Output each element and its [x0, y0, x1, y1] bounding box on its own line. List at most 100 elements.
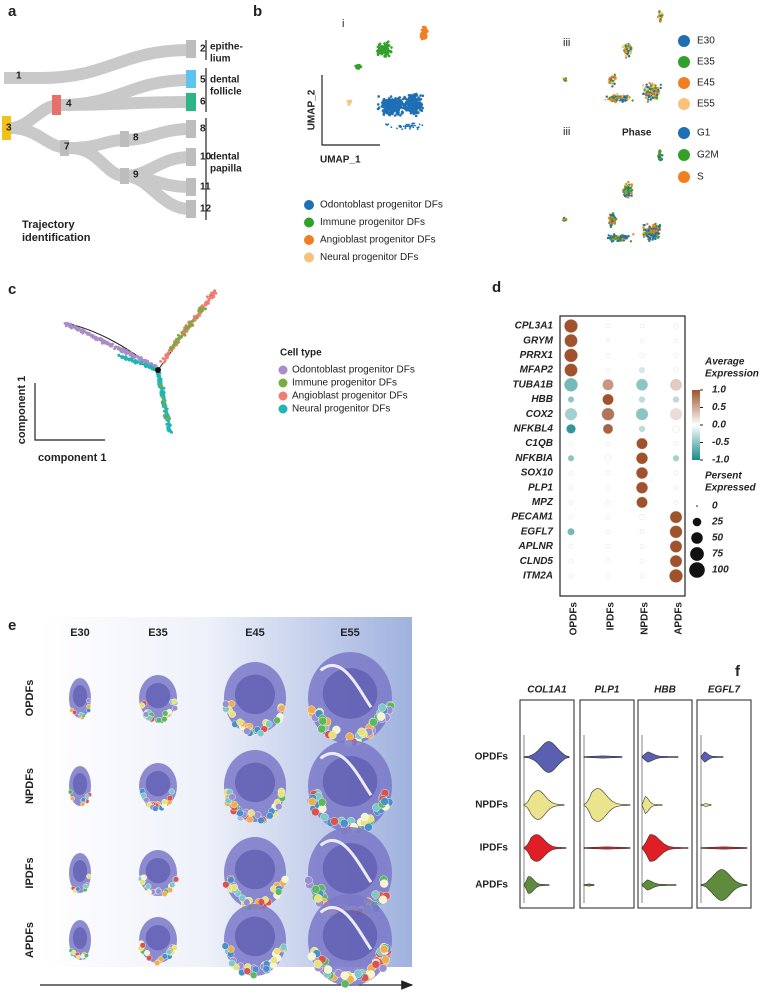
spot [228, 793, 236, 801]
cell-point [174, 338, 178, 341]
cell-point [376, 49, 380, 53]
cell-point [562, 218, 566, 221]
cell-point [651, 85, 655, 88]
cell-point [414, 92, 418, 96]
dot [639, 573, 645, 579]
cell-point [651, 96, 654, 100]
panel-label: e [8, 617, 16, 634]
cell-point [628, 183, 631, 186]
cell-point [418, 98, 421, 102]
cell-point [652, 229, 655, 232]
gene-label: TUBA1B [512, 379, 553, 390]
gene-label: CLND5 [520, 556, 554, 567]
spot [168, 788, 175, 795]
spot [318, 716, 327, 726]
dot [601, 407, 615, 421]
node-label: 1 [16, 71, 22, 82]
dot [638, 396, 646, 403]
cell-point [611, 212, 615, 215]
group-label: follicle [210, 87, 242, 98]
cell-point [409, 127, 411, 130]
legend-label: G1 [697, 128, 711, 139]
node-label: 8 [200, 124, 206, 135]
cell-point [139, 361, 143, 365]
tissue-fold [319, 751, 373, 797]
cell-point [159, 390, 163, 393]
spot [143, 711, 150, 718]
cell-point [611, 85, 614, 88]
cell-point [393, 105, 397, 109]
dot [639, 323, 645, 329]
row-label: NPDFs [475, 800, 508, 811]
phase-title: Phase [622, 128, 652, 139]
spot [308, 797, 317, 807]
cell-point [616, 92, 619, 96]
cell-point [348, 100, 352, 104]
cell-point [610, 216, 613, 219]
dot [639, 367, 645, 374]
cell-point [611, 222, 615, 225]
spot [278, 704, 286, 712]
cell-point [390, 101, 394, 104]
cell-point [621, 45, 625, 49]
cell-point [564, 217, 568, 221]
cell-point [626, 52, 629, 56]
spot [161, 953, 168, 960]
cell-point [613, 73, 616, 77]
cell-point [397, 98, 400, 102]
legend-swatch [304, 235, 314, 245]
legend-swatch [278, 391, 288, 401]
tissue-core [145, 683, 171, 709]
cell-point [626, 185, 629, 188]
dot [636, 481, 648, 494]
violin-box [696, 699, 752, 909]
node-label: 4 [66, 99, 72, 110]
spot [228, 700, 236, 708]
cell-point [642, 226, 645, 229]
node-label: 8 [133, 133, 139, 144]
panel-label: b [253, 3, 262, 20]
cell-point [620, 96, 623, 100]
cell-point [652, 231, 655, 234]
dot [636, 437, 648, 450]
dot [638, 425, 646, 433]
tissue-fold [319, 905, 373, 951]
node-label: 12 [200, 204, 212, 215]
tissue-core [234, 849, 276, 890]
column-label: E30 [70, 627, 90, 639]
violin [641, 751, 679, 763]
legend-label: Immune progenitor DFs [320, 217, 425, 228]
gene-label: HBB [531, 394, 553, 405]
tissue-core [322, 910, 378, 961]
legend-title: Persent [705, 471, 742, 482]
spot [145, 889, 152, 896]
cell-point [163, 404, 167, 408]
spot [230, 800, 238, 809]
spot [222, 700, 230, 708]
tissue-core [72, 860, 88, 882]
cell-point [655, 97, 659, 100]
cell-point [96, 338, 99, 342]
cell-point [610, 240, 614, 243]
row-label: OPDFs [475, 752, 509, 763]
cell-point [651, 238, 654, 241]
cell-point [642, 84, 645, 87]
y-axis-label: component 1 [16, 376, 28, 444]
cell-point [391, 98, 394, 102]
cell-point [210, 296, 214, 300]
legend-swatch [678, 127, 690, 139]
cell-point [423, 27, 427, 31]
spot [173, 876, 180, 883]
violin [700, 869, 748, 901]
color-tick-label: -1.0 [712, 455, 730, 466]
cell-point [409, 111, 413, 115]
cell-point [626, 235, 629, 239]
cell-point [421, 94, 425, 98]
spot [161, 716, 168, 723]
cell-point [659, 157, 663, 161]
cell-point [647, 228, 651, 232]
cell-point [614, 97, 617, 100]
cell-point [610, 235, 614, 238]
cell-point [388, 107, 392, 111]
size-tick-label: 100 [712, 565, 729, 576]
